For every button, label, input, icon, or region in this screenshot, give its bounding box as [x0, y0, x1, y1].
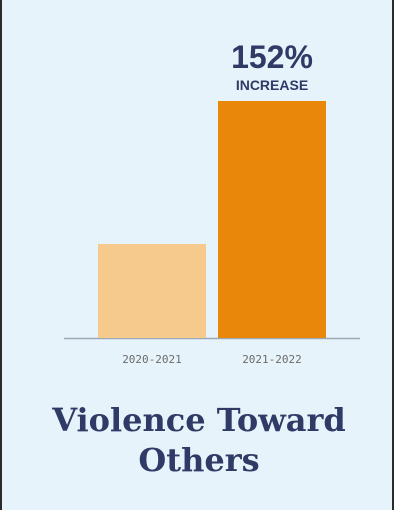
chart-title-line-1: Violence Toward	[52, 401, 346, 439]
bar-chart: 2020-2021 2021-2022 152% INCREASE	[64, 39, 360, 366]
bar-2021-2022	[218, 101, 326, 338]
x-tick-label-2020-2021: 2020-2021	[122, 353, 182, 366]
bar-2020-2021	[98, 243, 206, 338]
annotation-label: INCREASE	[236, 77, 308, 93]
annotation-value: 152%	[231, 39, 313, 75]
chart-title-line-2: Others	[138, 441, 260, 479]
chart-title: Violence Toward Others	[2, 400, 396, 480]
x-tick-label-2021-2022: 2021-2022	[242, 353, 302, 366]
